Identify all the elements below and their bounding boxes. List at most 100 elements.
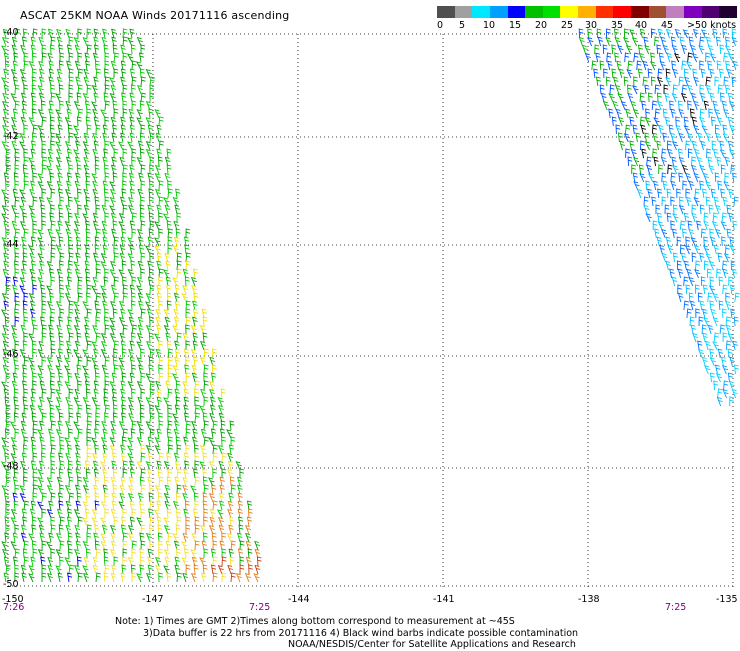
wind-barb <box>84 268 91 279</box>
wind-barb <box>113 556 119 567</box>
wind-barb <box>154 188 161 199</box>
legend-swatch <box>701 6 720 18</box>
wind-barb <box>29 404 36 415</box>
wind-barb <box>217 444 224 455</box>
wind-barb <box>645 213 652 223</box>
wind-barb <box>91 452 98 463</box>
legend-tick-label: 10 <box>483 20 496 31</box>
wind-barb <box>120 380 126 391</box>
wind-barb <box>66 148 73 159</box>
wind-barb <box>91 85 98 95</box>
wind-barb <box>146 468 153 479</box>
wind-barb <box>174 284 180 295</box>
wind-barb <box>597 36 604 47</box>
wind-barb <box>658 52 664 63</box>
wind-barb <box>28 357 35 367</box>
wind-barb <box>56 476 63 487</box>
wind-barb <box>86 412 93 423</box>
wind-barb <box>22 516 28 527</box>
wind-barb <box>734 292 740 303</box>
wind-barb <box>23 156 29 167</box>
wind-barb <box>14 404 20 415</box>
wind-barb <box>41 388 47 399</box>
wind-barb <box>163 309 170 319</box>
wind-barb <box>185 524 191 535</box>
wind-barb <box>631 37 639 47</box>
wind-barb <box>110 84 117 95</box>
lat-label: -46 <box>3 349 19 360</box>
wind-barb <box>185 252 191 263</box>
wind-barb <box>102 484 109 495</box>
wind-barb <box>695 308 701 319</box>
wind-barb <box>140 508 146 518</box>
wind-barb <box>91 357 98 367</box>
wind-barb <box>120 572 126 583</box>
wind-barb <box>145 397 152 407</box>
wind-barb <box>691 252 697 263</box>
wind-barb <box>156 292 162 303</box>
wind-barb <box>47 556 54 567</box>
wind-barb <box>727 372 733 383</box>
wind-barb <box>642 60 649 71</box>
wind-barb <box>174 388 180 399</box>
wind-barb <box>77 204 82 215</box>
wind-barb <box>615 124 621 135</box>
wind-barb <box>22 396 28 407</box>
wind-barb <box>57 380 63 391</box>
wind-barb <box>728 276 734 287</box>
wind-barb <box>22 548 28 559</box>
wind-barb <box>58 316 64 327</box>
wind-barb <box>3 572 9 583</box>
wind-barb <box>145 149 152 159</box>
wind-barb <box>587 28 593 39</box>
wind-barb <box>635 132 641 143</box>
wind-barb <box>75 468 81 479</box>
wind-barb <box>50 308 56 319</box>
wind-barb <box>73 101 80 111</box>
wind-barb <box>56 36 63 47</box>
wind-barb <box>121 348 127 359</box>
wind-barb <box>639 92 645 103</box>
wind-barb <box>22 444 28 455</box>
wind-barb <box>22 308 28 319</box>
wind-barb <box>103 556 109 567</box>
wind-barb <box>702 332 708 343</box>
wind-barb <box>92 460 99 471</box>
wind-barb <box>10 116 18 127</box>
wind-barb <box>122 52 128 63</box>
wind-barb <box>176 572 182 583</box>
wind-barb <box>32 428 38 439</box>
wind-barb <box>64 381 71 391</box>
wind-barb <box>120 340 127 351</box>
lat-label: -50 <box>3 579 19 590</box>
wind-barb <box>713 244 720 255</box>
wind-barb <box>719 324 726 335</box>
wind-barb <box>192 332 198 343</box>
wind-barb <box>163 525 170 535</box>
wind-barb <box>722 124 728 135</box>
wind-barb <box>733 316 739 327</box>
wind-barb <box>55 229 62 239</box>
wind-barb <box>705 84 712 95</box>
wind-barb <box>58 524 64 535</box>
wind-barb <box>163 461 170 471</box>
wind-barb <box>690 92 697 103</box>
wind-barb <box>102 28 108 39</box>
wind-barb <box>13 388 19 399</box>
wind-barb <box>235 461 242 471</box>
wind-barb <box>41 324 47 335</box>
wind-barb <box>137 324 144 335</box>
wind-barb <box>14 364 20 375</box>
wind-barb <box>23 180 30 191</box>
wind-barb <box>208 477 215 487</box>
wind-barb <box>77 556 82 567</box>
wind-barb <box>77 516 83 527</box>
wind-barb <box>14 132 21 143</box>
wind-barb <box>20 116 27 127</box>
wind-barb <box>92 148 99 159</box>
wind-barb <box>32 468 38 479</box>
wind-barb <box>3 172 10 183</box>
wind-barb <box>148 364 154 375</box>
wind-barb <box>145 117 152 127</box>
wind-barb <box>729 356 735 367</box>
